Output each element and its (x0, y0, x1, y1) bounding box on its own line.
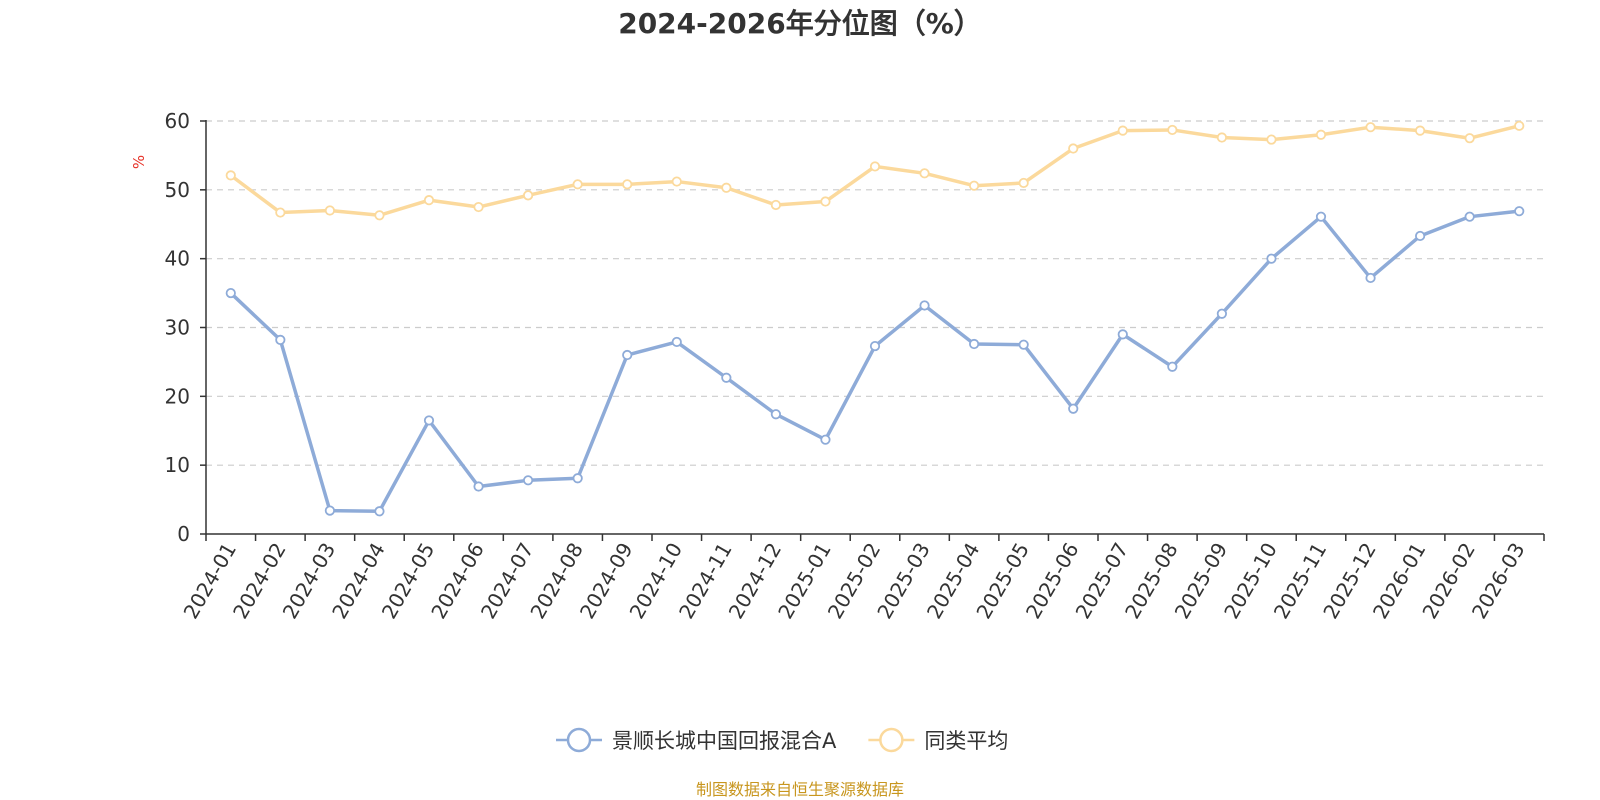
data-point (523, 475, 534, 486)
series-line (229, 209, 1521, 514)
data-point (523, 190, 534, 201)
data-point (1514, 120, 1525, 131)
data-point (1167, 361, 1178, 372)
legend-item: 景顺长城中国回报混合A (556, 727, 837, 753)
gridlines (206, 120, 1544, 466)
legend-marker-icon (566, 727, 592, 753)
data-point (969, 180, 980, 191)
data-point (622, 179, 633, 190)
data-point (275, 334, 286, 345)
data-point (869, 340, 881, 352)
data-point (324, 505, 335, 516)
data-point (919, 300, 930, 311)
legend-marker-icon (879, 727, 904, 753)
legend-label: 景顺长城中国回报混合A (612, 729, 837, 753)
data-point (374, 210, 385, 221)
data-point (1266, 253, 1277, 264)
y-tick-label: 0 (177, 522, 190, 546)
data-point (671, 176, 682, 187)
y-tick-label: 10 (165, 453, 190, 477)
data-point (1464, 133, 1475, 144)
legend-item: 同类平均 (868, 727, 1008, 753)
data-point (225, 170, 236, 181)
data-point (572, 179, 583, 190)
data-point (1415, 125, 1426, 136)
data-point (1315, 211, 1327, 222)
data-point (374, 506, 385, 517)
data-point (820, 434, 831, 445)
data-point (1117, 125, 1128, 136)
data-point (770, 409, 781, 420)
data-point (770, 199, 781, 211)
legend-label: 同类平均 (924, 729, 1008, 753)
data-point (1266, 134, 1277, 145)
y-tick-label: 30 (165, 316, 190, 340)
data-point (275, 207, 286, 218)
data-point (1365, 122, 1376, 133)
y-tick-label: 60 (165, 109, 190, 133)
data-point (423, 415, 435, 426)
series-1 (225, 120, 1525, 221)
y-tick-label: 20 (165, 384, 190, 408)
data-point (1415, 230, 1426, 242)
data-point (1068, 143, 1079, 154)
data-point (572, 473, 583, 484)
data-point (1216, 132, 1227, 143)
data-point (1365, 272, 1376, 284)
data-point (1018, 177, 1029, 189)
data-point (721, 372, 732, 383)
y-tick-label: 50 (165, 178, 190, 202)
legend: 景顺长城中国回报混合A 同类平均 (556, 727, 1008, 753)
data-point (671, 336, 682, 348)
data-source-note: 制图数据来自恒生聚源数据库 (696, 780, 904, 799)
data-point (721, 182, 732, 193)
y-tick-label: 40 (165, 247, 190, 271)
data-point (1514, 206, 1525, 217)
axes: 01020304050602024-012024-022024-032024-0… (165, 109, 1545, 623)
chart-title: 2024-2026年分位图（%） (618, 7, 982, 40)
data-point (1464, 211, 1475, 222)
data-point (1167, 124, 1178, 136)
data-point (473, 481, 484, 492)
data-point (622, 349, 633, 361)
data-point (1018, 339, 1029, 350)
data-point (225, 287, 236, 299)
data-point (1315, 129, 1327, 140)
data-point (1117, 329, 1128, 340)
series-0 (225, 206, 1525, 517)
data-point (919, 168, 930, 179)
data-point (473, 201, 484, 213)
data-point (1216, 308, 1227, 319)
data-point (423, 195, 435, 206)
data-point (324, 205, 335, 216)
y-axis-unit-label: % (130, 155, 148, 169)
data-point (869, 161, 881, 172)
data-point (1068, 403, 1079, 414)
data-point (969, 338, 980, 350)
series-lines (225, 120, 1525, 517)
data-point (820, 196, 831, 207)
